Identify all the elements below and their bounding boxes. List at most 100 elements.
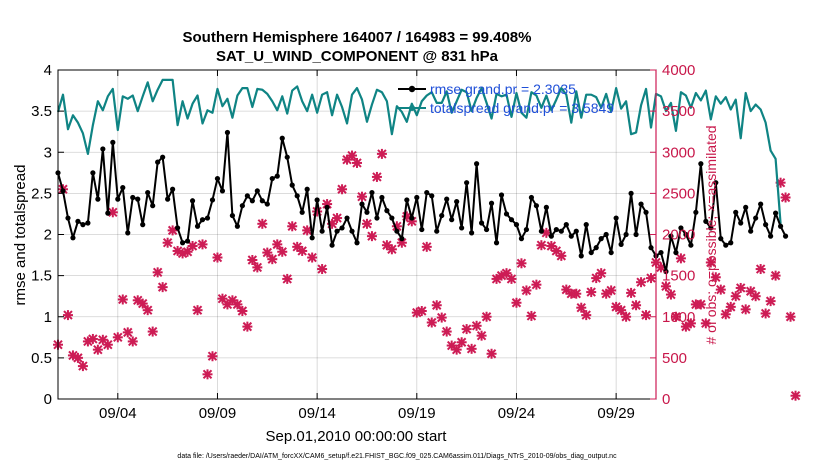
- legend-rmse-marker: [408, 85, 416, 93]
- obs-assimilated-point: [376, 148, 387, 159]
- obs-assimilated-point: [242, 321, 253, 332]
- rmse-point: [409, 215, 415, 221]
- rmse-point: [80, 222, 86, 228]
- rmse-point: [135, 196, 141, 202]
- rmse-point: [493, 240, 500, 246]
- obs-assimilated-point: [77, 361, 88, 372]
- obs-assimilated-point: [461, 324, 472, 335]
- legend-spread-marker: [409, 105, 415, 111]
- obs-assimilated-point: [337, 184, 348, 195]
- rmse-point: [773, 210, 779, 216]
- rmse-point: [100, 146, 106, 152]
- obs-assimilated-point: [740, 304, 751, 315]
- obs-assimilated-point: [192, 305, 203, 316]
- obs-assimilated-point: [202, 369, 213, 380]
- obs-assimilated-point: [725, 301, 736, 312]
- rmse-point: [668, 233, 674, 239]
- rmse-point: [105, 210, 111, 216]
- x-tick-label: 09/19: [398, 405, 436, 422]
- x-tick-label: 09/04: [99, 405, 137, 422]
- rmse-point: [399, 236, 405, 242]
- obs-assimilated-point: [162, 237, 173, 248]
- rmse-point: [518, 236, 525, 242]
- rmse-point: [244, 193, 250, 199]
- rmse-point: [508, 217, 515, 223]
- obs-assimilated-point: [87, 333, 98, 344]
- y-tick-label: 0.5: [31, 350, 52, 367]
- rmse-point: [194, 223, 201, 229]
- rmse-point: [548, 233, 554, 239]
- rmse-point: [613, 215, 619, 221]
- obs-assimilated-point: [770, 270, 781, 281]
- y-right-tick-label: 3500: [662, 103, 695, 120]
- rmse-point: [658, 249, 664, 256]
- rmse-point: [698, 161, 704, 167]
- rmse-point: [708, 225, 714, 231]
- legend-rmse-label: rmse grand.pr = 2.3035: [430, 81, 576, 97]
- rmse-point: [439, 212, 445, 219]
- obs-assimilated-point: [695, 299, 706, 310]
- rmse-point: [593, 245, 599, 251]
- rmse-point: [309, 235, 315, 241]
- rmse-point: [429, 193, 435, 199]
- obs-assimilated-point: [157, 282, 168, 293]
- obs-assimilated-point: [750, 291, 761, 302]
- obs-assimilated-point: [436, 312, 447, 323]
- obs-assimilated-point: [332, 213, 343, 224]
- rmse-point: [304, 186, 310, 192]
- rmse-point: [165, 196, 171, 202]
- obs-assimilated-point: [516, 258, 527, 269]
- rmse-point: [115, 196, 121, 202]
- rmse-point: [184, 238, 191, 244]
- rmse-point: [339, 225, 345, 231]
- rmse-point: [170, 186, 176, 192]
- obs-assimilated-point: [102, 339, 113, 350]
- obs-assimilated-point: [486, 348, 497, 359]
- rmse-point: [299, 209, 305, 215]
- obs-assimilated-point: [232, 299, 243, 310]
- rmse-point: [573, 228, 579, 234]
- rmse-point: [478, 220, 485, 226]
- obs-assimilated-point: [187, 241, 198, 252]
- obs-assimilated-point: [371, 171, 382, 182]
- obs-assimilated-point: [117, 294, 128, 305]
- obs-assimilated-point: [247, 254, 258, 265]
- rmse-point: [294, 193, 300, 199]
- obs-assimilated-point: [471, 320, 482, 331]
- rmse-point: [743, 204, 749, 210]
- obs-assimilated-point: [317, 264, 328, 275]
- rmse-point: [758, 201, 764, 207]
- rmse-point: [274, 173, 280, 179]
- obs-assimilated-point: [322, 199, 333, 210]
- rmse-point: [374, 215, 380, 221]
- rmse-point: [209, 197, 216, 203]
- obs-assimilated-point: [366, 231, 377, 242]
- y-tick-label: 2: [44, 227, 52, 244]
- rmse-point: [483, 226, 490, 233]
- rmse-point: [513, 222, 520, 228]
- obs-assimilated-point: [785, 311, 796, 322]
- obs-assimilated-point: [396, 237, 407, 248]
- rmse-point: [319, 228, 325, 234]
- obs-assimilated-point: [511, 297, 522, 308]
- rmse-point: [683, 231, 689, 238]
- rmse-point: [728, 240, 734, 246]
- obs-assimilated-point: [421, 241, 432, 252]
- obs-assimilated-point: [386, 244, 397, 255]
- obs-assimilated-point: [352, 157, 362, 168]
- footer-data-file: data file: /Users/raeder/DAI/ATM_forcXX/…: [177, 453, 617, 460]
- obs-assimilated-point: [152, 267, 163, 278]
- rmse-point: [179, 240, 186, 246]
- rmse-point: [434, 228, 440, 234]
- y-right-tick-label: 1000: [662, 309, 695, 326]
- rmse-point: [324, 204, 330, 210]
- rmse-point: [748, 228, 754, 234]
- rmse-point: [558, 228, 564, 234]
- x-tick-label: 09/14: [298, 405, 336, 422]
- rmse-point: [648, 245, 654, 251]
- rmse-point: [503, 211, 510, 217]
- rmse-point: [150, 203, 156, 209]
- rmse-point: [369, 189, 375, 196]
- obs-assimilated-point: [705, 257, 716, 268]
